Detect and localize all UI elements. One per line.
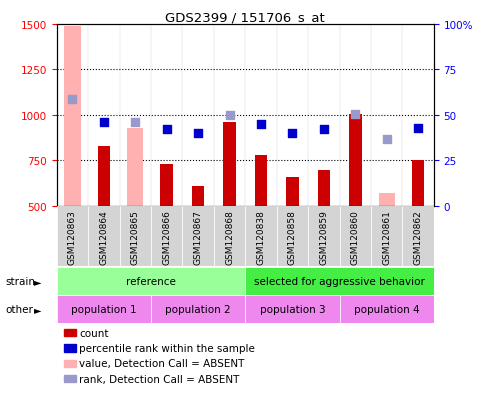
Point (352, 112, 359, 118)
Text: reference: reference (126, 276, 176, 286)
Bar (192, 187, 205, 206)
Point (194, 131, 202, 137)
Bar (57, 295, 151, 323)
Text: GSM120863: GSM120863 (68, 209, 77, 264)
Bar (412, 160, 424, 206)
Bar (64, 26, 80, 206)
Point (414, 125, 422, 132)
Bar (245, 267, 434, 295)
Point (383, 136, 390, 142)
Text: GSM120866: GSM120866 (162, 209, 171, 264)
Point (226, 112, 234, 119)
Bar (57, 206, 88, 266)
Point (163, 127, 171, 133)
Bar (182, 206, 214, 266)
Text: count: count (79, 328, 108, 338)
Text: GSM120861: GSM120861 (382, 209, 391, 264)
Title: GDS2399 / 151706_s_at: GDS2399 / 151706_s_at (165, 11, 325, 24)
Bar (214, 206, 246, 266)
Bar (151, 295, 245, 323)
Text: percentile rank within the sample: percentile rank within the sample (79, 343, 255, 353)
Text: selected for aggressive behavior: selected for aggressive behavior (254, 276, 425, 286)
Bar (379, 194, 395, 206)
Text: value, Detection Call = ABSENT: value, Detection Call = ABSENT (79, 358, 244, 368)
Bar (340, 295, 434, 323)
Point (100, 120, 108, 126)
Bar (127, 128, 143, 206)
Bar (119, 206, 151, 266)
Text: strain: strain (5, 276, 35, 286)
Bar (57, 267, 245, 295)
Bar (151, 206, 182, 266)
Text: ►: ► (34, 276, 41, 286)
Bar (245, 295, 340, 323)
Bar (317, 170, 330, 206)
Bar (245, 206, 277, 266)
Text: other: other (5, 304, 33, 314)
Bar (277, 206, 308, 266)
Point (320, 127, 328, 133)
Bar (308, 206, 340, 266)
Text: GSM120864: GSM120864 (99, 209, 108, 264)
Text: population 1: population 1 (71, 304, 137, 314)
Text: rank, Detection Call = ABSENT: rank, Detection Call = ABSENT (79, 374, 239, 384)
Bar (402, 206, 434, 266)
Text: population 3: population 3 (260, 304, 325, 314)
Text: GSM120862: GSM120862 (414, 209, 423, 264)
Bar (98, 147, 110, 206)
Text: population 4: population 4 (354, 304, 420, 314)
Text: GSM120867: GSM120867 (194, 209, 203, 264)
Text: population 2: population 2 (165, 304, 231, 314)
Text: GSM120838: GSM120838 (256, 209, 266, 264)
Text: GSM120858: GSM120858 (288, 209, 297, 264)
Text: GSM120860: GSM120860 (351, 209, 360, 264)
Text: GSM120865: GSM120865 (131, 209, 140, 264)
Bar (340, 206, 371, 266)
Point (69, 96, 76, 102)
Point (288, 131, 296, 137)
Text: GSM120859: GSM120859 (319, 209, 328, 264)
Bar (223, 123, 236, 206)
Bar (349, 115, 361, 206)
Bar (255, 156, 267, 206)
Point (131, 120, 139, 126)
Bar (371, 206, 402, 266)
Text: GSM120868: GSM120868 (225, 209, 234, 264)
Text: ►: ► (34, 304, 41, 314)
Point (257, 121, 265, 128)
Bar (88, 206, 119, 266)
Bar (286, 178, 299, 206)
Bar (160, 165, 173, 206)
